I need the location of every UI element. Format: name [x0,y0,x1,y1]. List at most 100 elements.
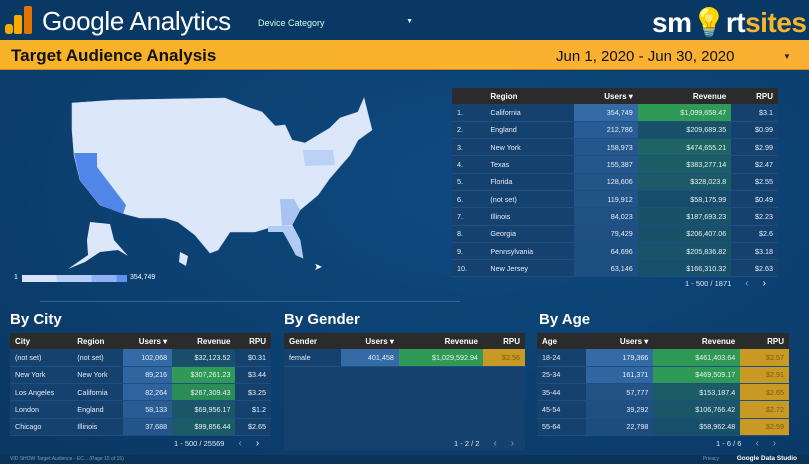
table-row[interactable]: 6. (not set) 119,912 $58,175.99 $0.49 [452,190,778,209]
table-row[interactable]: 25-34 161,371 $469,509.17 $2.91 [537,366,789,385]
table-cell: 3. [452,138,486,157]
legend-min: 1 [14,274,18,281]
prev-page-icon[interactable]: ‹ [745,278,749,289]
table-row[interactable]: (not set) (not set) 102,068 $32,123.52 $0.31 [10,349,271,367]
table-header-row: Gender Users ▾ Revenue RPU [284,333,525,349]
table-row[interactable]: 55-64 22,798 $58,962.48 $2.59 [537,418,789,436]
table-row[interactable]: 4. Texas 155,387 $383,277.14 $2.47 [452,155,778,174]
smartsites-logo: sm💡rtsites [652,7,807,38]
table-cell: $2.91 [740,366,789,385]
table-row[interactable]: 5. Florida 128,606 $328,023.8 $2.55 [452,173,778,191]
table-cell: (not set) [10,349,73,367]
table-row[interactable]: 35-44 57,777 $153,187.4 $2.65 [537,383,789,402]
prev-page-icon[interactable]: ‹ [755,438,759,449]
table-cell: $2.56 [482,349,525,367]
table-cell: $32,123.52 [172,349,236,367]
next-page-icon[interactable]: › [255,438,260,449]
prev-page-icon[interactable]: ‹ [238,438,242,449]
table-cell: 2. [452,121,486,140]
table-cell: female [284,349,342,367]
table-cell: $2.6 [731,225,778,243]
table-cell: 57,777 [586,383,654,402]
column-header: Region [485,88,574,104]
table-row[interactable]: 2. England 212,786 $209,689.35 $0.99 [452,121,778,140]
table-row[interactable]: 9. Pennsylvania 64,696 $205,836.82 $3.18 [452,242,778,261]
data-studio-link[interactable]: Google Data Studio [736,455,797,462]
table-row[interactable]: 18-24 179,366 $461,403.64 $2.57 [537,349,789,367]
table-cell: 45-54 [537,400,587,419]
table-cell: 155,387 [573,155,638,174]
privacy-link[interactable]: Privacy [702,456,719,462]
column-header[interactable]: Users ▾ [123,333,173,349]
table-cell: London [10,400,73,419]
column-header: RPU [731,88,778,104]
table-cell: $1.2 [235,400,271,419]
column-header: Revenue [172,333,236,349]
table-row[interactable]: New York New York 89,216 $307,261.23 $3.44 [10,366,271,385]
section-title-age: By Age [539,311,591,328]
table-cell: $267,309.43 [172,383,236,402]
table-cell: (not set) [72,349,124,367]
column-header: RPU [235,333,271,349]
table-row[interactable]: 8. Georgia 79,429 $206,407.06 $2.6 [452,225,778,243]
table-row[interactable]: 1. California 354,749 $1,099,658.47 $3.1 [452,104,778,122]
title-band [0,40,809,70]
legend-color-scale [22,275,127,282]
column-header[interactable]: Users ▾ [586,333,654,349]
gender-table-empty-area [284,367,525,450]
map-region-pennsylvania [303,150,335,166]
column-header[interactable]: Users ▾ [573,88,638,104]
device-category-filter[interactable]: Device Category ▼ [258,18,413,28]
table-cell: $209,689.35 [637,121,732,140]
table-cell: $0.99 [731,121,778,140]
table-cell: 89,216 [123,366,173,385]
date-range-picker[interactable]: Jun 1, 2020 - Jun 30, 2020 [556,48,735,65]
table-cell: 79,429 [573,225,638,243]
map-region-california [74,153,126,214]
table-row[interactable]: Chicago Illinois 37,688 $99,856.44 $2.65 [10,418,271,436]
table-row[interactable]: Los Angeles California 82,264 $267,309.43 $3… [10,383,271,402]
table-row[interactable]: 3. New York 158,973 $474,655.21 $2.99 [452,138,778,157]
table-cell: $307,261.23 [172,366,236,385]
next-page-icon[interactable]: › [510,438,515,449]
table-row[interactable]: 7. Illinois 84,023 $187,693.23 $2.23 [452,207,778,226]
chevron-down-icon[interactable]: ▼ [783,52,791,61]
page-title: Target Audience Analysis [11,46,217,65]
table-cell: $2.23 [731,207,778,226]
table-cell: 39,292 [586,400,654,419]
header-bar [0,0,809,40]
table-cell: $3.44 [235,366,271,385]
us-geo-map[interactable] [0,71,400,291]
next-page-icon[interactable]: › [762,278,766,289]
section-title-gender: By Gender [284,311,360,328]
column-header: Age [537,333,587,349]
prev-page-icon[interactable]: ‹ [493,438,497,449]
table-cell: 5. [452,173,486,191]
column-header: Gender [284,333,342,349]
table-row[interactable]: female 401,458 $1,029,592.94 $2.56 [284,349,525,367]
column-header[interactable]: Users ▾ [341,333,399,349]
table-cell: $2.55 [731,173,778,191]
table-cell: Pennsylvania [485,242,574,261]
table-cell: Texas [485,155,574,174]
page-navigator[interactable]: VID SHOW Target Audience - EC... (Page 1… [10,456,124,462]
table-cell: 8. [452,225,486,243]
table-cell: Los Angeles [10,383,73,402]
table-cell: $187,693.23 [637,207,732,226]
table-cell: 84,023 [573,207,638,226]
table-row[interactable]: London England 58,133 $69,956.17 $1.2 [10,400,271,419]
age-table: Age Users ▾ Revenue RPU 18-24 179,366 $461,403… [537,333,789,436]
table-cell: 82,264 [123,383,173,402]
table-cell: $153,187.4 [653,383,741,402]
table-cell: California [72,383,124,402]
table-cell: 63,146 [573,259,638,278]
table-cell: 18-24 [537,349,587,367]
table-header-row: City Region Users ▾ Revenue RPU [10,333,271,349]
table-header-row: Region Users ▾ Revenue RPU [452,88,778,104]
age-pagination: 1 - 6 / 6 ‹ › [716,438,777,449]
table-cell: 6. [452,190,486,209]
next-page-icon[interactable]: › [772,438,777,449]
table-row[interactable]: 45-54 39,292 $106,766.42 $2.72 [537,400,789,419]
region-pagination: 1 - 500 / 1871 ‹ › [685,278,766,289]
table-row[interactable]: 10. New Jersey 63,146 $166,310.32 $2.63 [452,259,778,278]
